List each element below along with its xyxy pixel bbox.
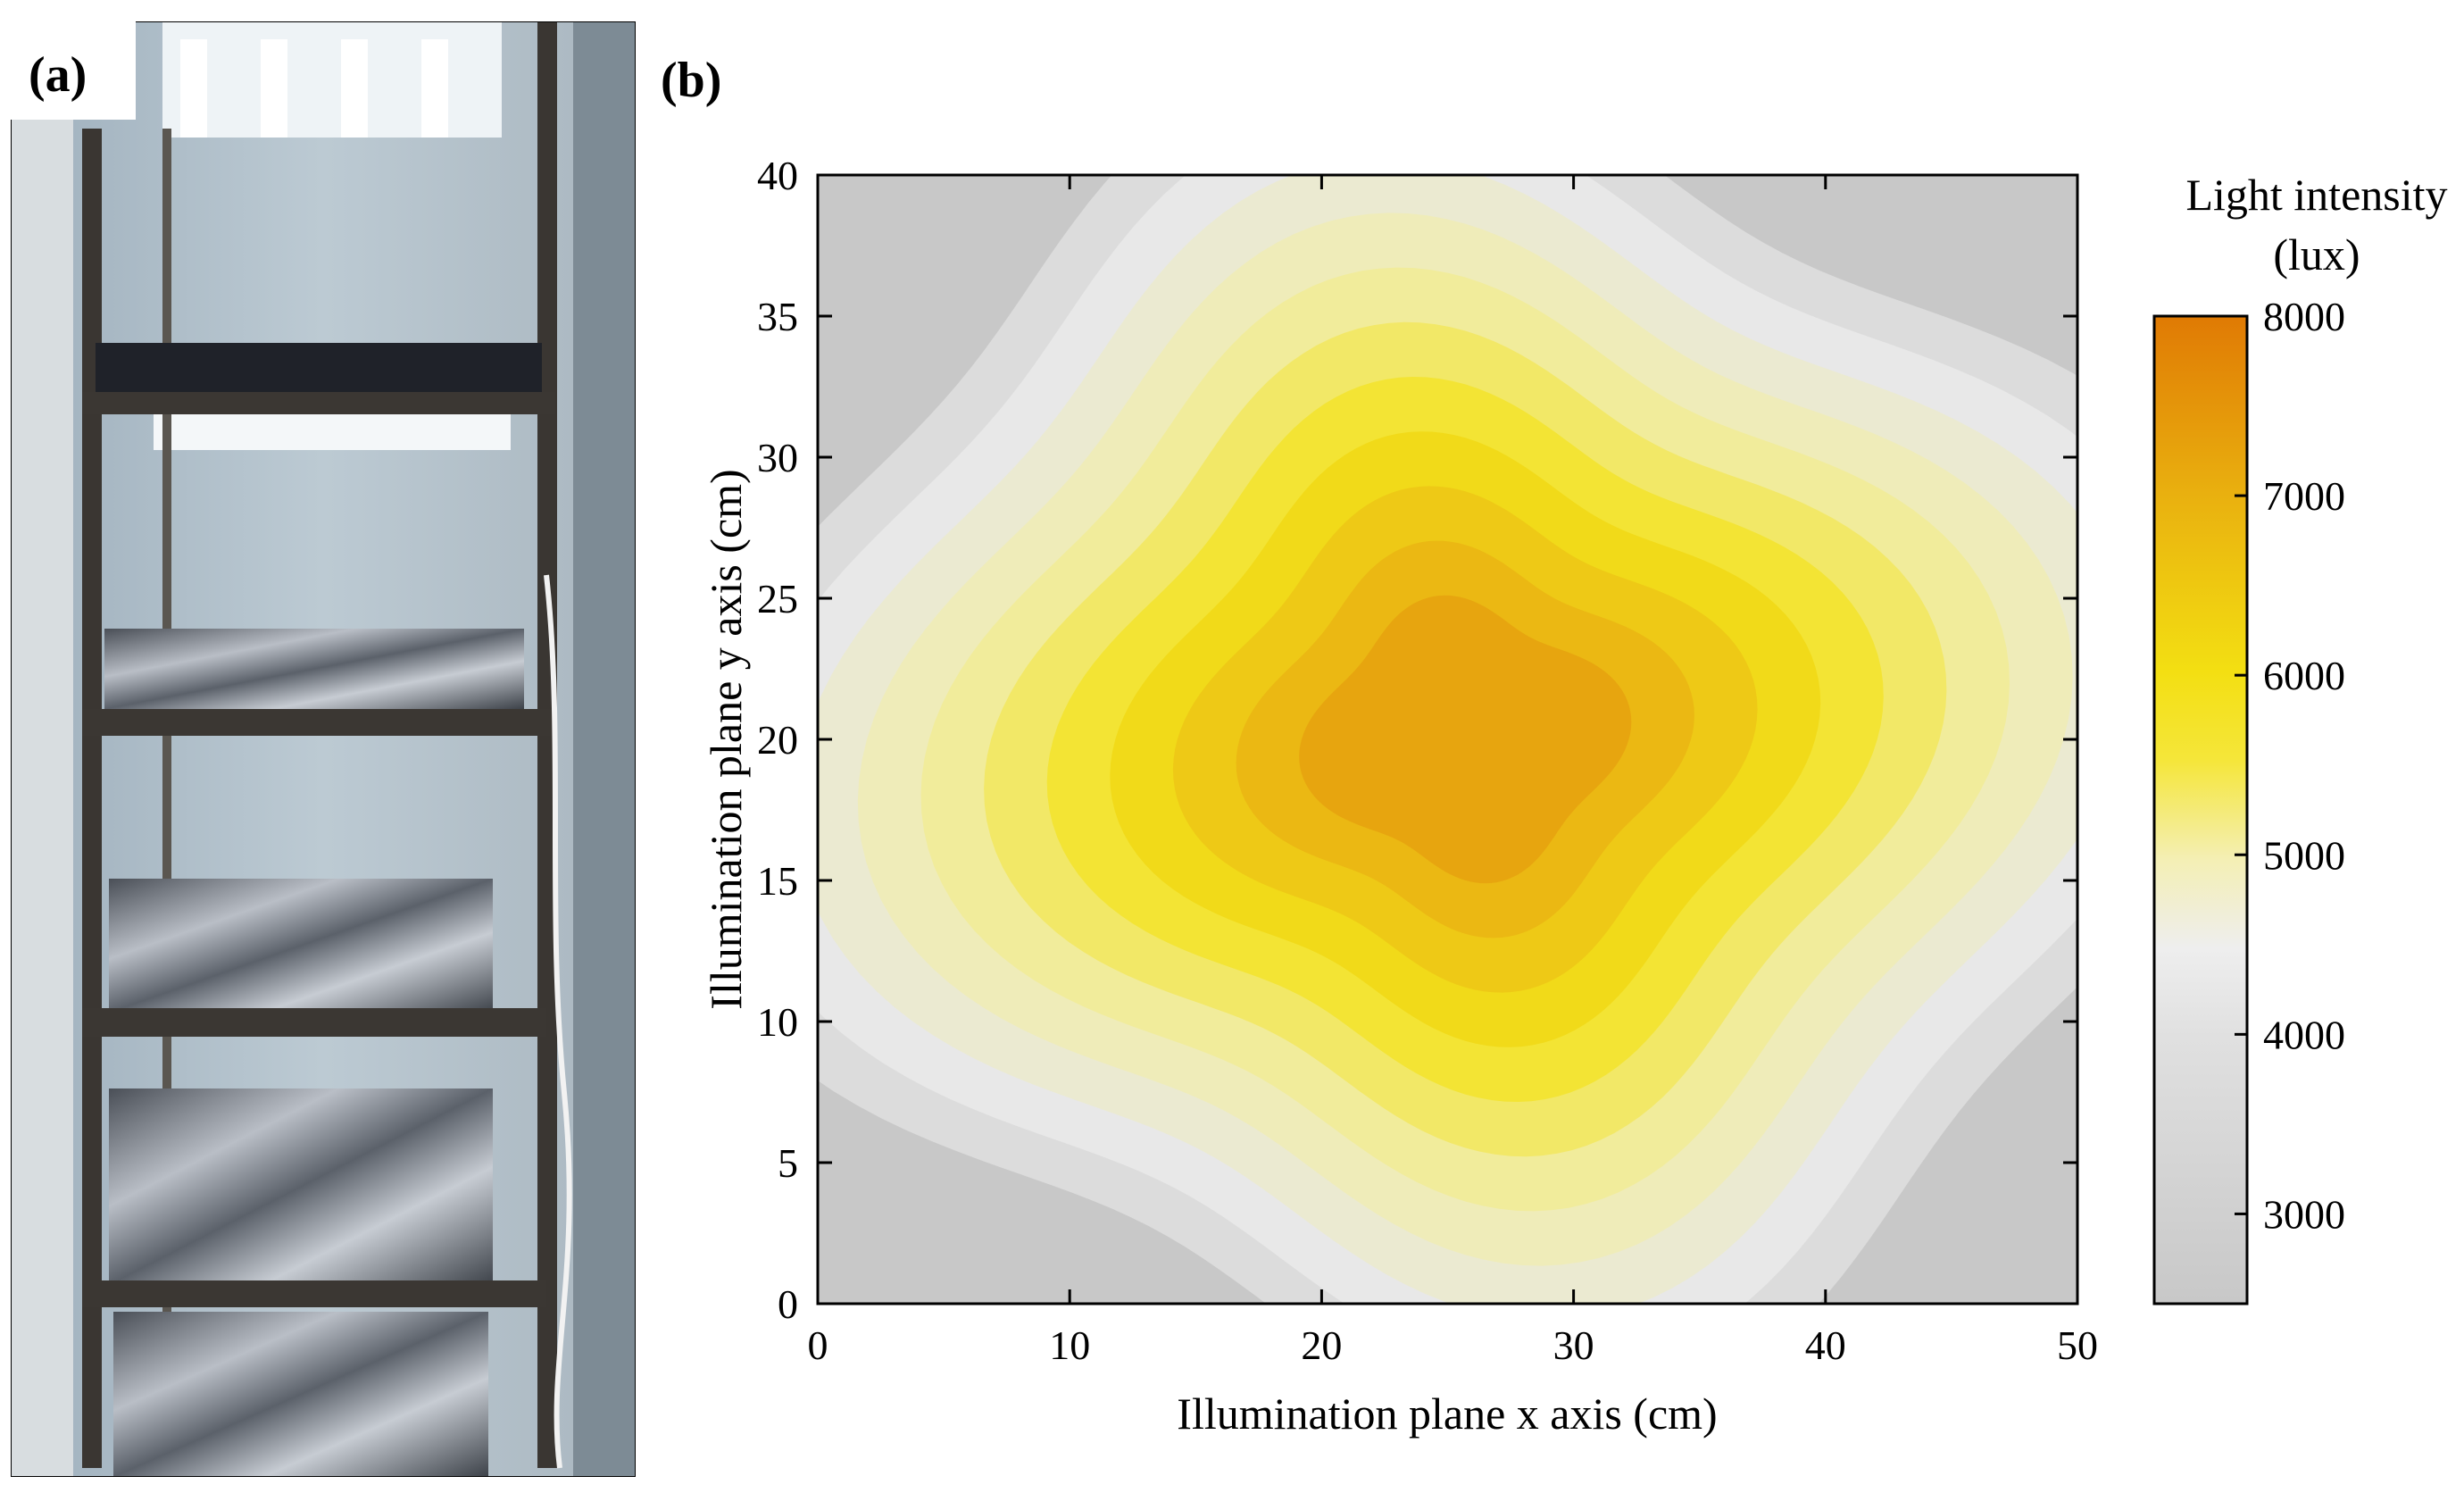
- colorbar-tick-label: 8000: [2263, 294, 2345, 339]
- contour-fills: [818, 175, 2077, 1304]
- x-axis-label: Illumination plane x axis (cm): [1177, 1389, 1717, 1439]
- rack-post-right: [537, 21, 557, 1468]
- contour-band-10: [1299, 595, 1632, 884]
- x-tick-label: 0: [808, 1322, 828, 1368]
- x-tick-label: 30: [1553, 1322, 1594, 1368]
- shelf-4: [82, 1088, 546, 1307]
- y-tick-label: 25: [757, 576, 798, 621]
- y-tick-label: 0: [778, 1281, 798, 1327]
- rack-post-left: [82, 129, 102, 1468]
- x-axis-ticks: 0 10 20 30 40 50: [808, 175, 2098, 1368]
- y-tick-label: 15: [757, 858, 798, 904]
- shelf-3: [82, 879, 546, 1037]
- shelf-2: [82, 629, 555, 736]
- photo-panel: (a): [11, 21, 636, 1477]
- photo-left-wall: [11, 21, 73, 1477]
- lamp-top: [162, 21, 502, 138]
- colorbar-tick-label: 6000: [2263, 653, 2345, 698]
- shelf-5: [113, 1312, 488, 1477]
- rack-post-mid: [162, 129, 171, 1468]
- colorbar: [2152, 314, 2249, 1305]
- panel-a-label: (a): [29, 47, 87, 103]
- x-tick-label: 50: [2057, 1322, 2098, 1368]
- panel-b-label: (b): [661, 53, 721, 108]
- colorbar-tick-label: 5000: [2263, 832, 2345, 878]
- y-axis-ticks: 0 5 10 15 20 25 30 35 40: [757, 153, 2077, 1327]
- y-tick-label: 30: [757, 435, 798, 480]
- lamp-second: [154, 414, 511, 450]
- colorbar-title-line2: (lux): [2273, 229, 2360, 279]
- x-tick-label: 20: [1301, 1322, 1342, 1368]
- photo-right-pipe: [573, 21, 636, 1477]
- colorbar-tick-label: 7000: [2263, 473, 2345, 519]
- y-tick-label: 10: [757, 999, 798, 1045]
- colorbar-ticks: 3000 4000 5000 6000 7000 8000: [2235, 294, 2345, 1237]
- y-axis-label: Illumination plane y axis (cm): [701, 469, 751, 1009]
- colorbar-tick-label: 3000: [2263, 1191, 2345, 1237]
- y-tick-label: 40: [757, 153, 798, 198]
- colorbar-tick-label: 4000: [2263, 1012, 2345, 1057]
- shelf-1: [82, 343, 555, 414]
- y-tick-label: 5: [778, 1140, 798, 1186]
- x-tick-label: 10: [1049, 1322, 1090, 1368]
- lamp-cable: [544, 574, 572, 1469]
- y-tick-label: 35: [757, 294, 798, 339]
- colorbar-title-line1: Light intensity: [2185, 170, 2447, 220]
- y-tick-label: 20: [757, 717, 798, 763]
- x-tick-label: 40: [1805, 1322, 1846, 1368]
